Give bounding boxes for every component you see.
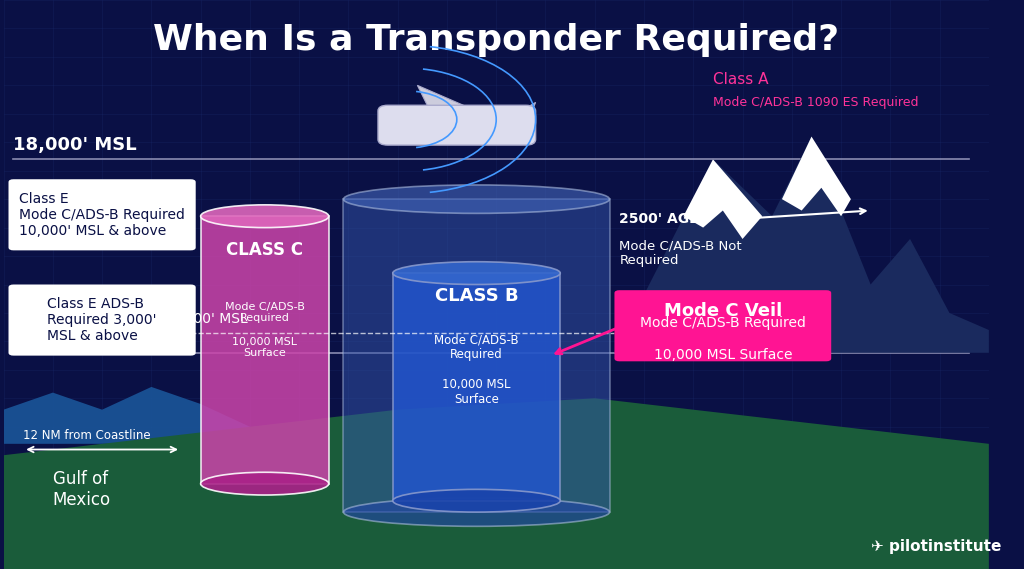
Ellipse shape — [393, 262, 560, 284]
FancyBboxPatch shape — [8, 284, 196, 356]
Ellipse shape — [343, 185, 609, 213]
Text: Mode C/ADS-B
Required

10,000 MSL
Surface: Mode C/ADS-B Required 10,000 MSL Surface — [224, 302, 304, 358]
FancyBboxPatch shape — [201, 216, 329, 484]
Text: Mode C/ADS-B 1090 ES Required: Mode C/ADS-B 1090 ES Required — [713, 96, 919, 109]
FancyBboxPatch shape — [378, 105, 536, 145]
Text: Mode C Veil: Mode C Veil — [664, 302, 782, 320]
Text: Gulf of
Mexico: Gulf of Mexico — [53, 470, 111, 509]
PathPatch shape — [683, 159, 762, 239]
PathPatch shape — [782, 137, 851, 216]
Text: Mode C/ADS-B Required

10,000 MSL Surface: Mode C/ADS-B Required 10,000 MSL Surface — [640, 316, 806, 362]
FancyBboxPatch shape — [343, 199, 609, 512]
Polygon shape — [506, 102, 536, 125]
Text: Class E ADS-B
Required 3,000'
MSL & above: Class E ADS-B Required 3,000' MSL & abov… — [47, 297, 157, 343]
Text: 18,000' MSL: 18,000' MSL — [13, 136, 137, 154]
Text: 2500' AGL: 2500' AGL — [620, 212, 698, 226]
Text: CLASS B: CLASS B — [435, 287, 518, 305]
Ellipse shape — [343, 498, 609, 526]
PathPatch shape — [3, 398, 989, 569]
FancyBboxPatch shape — [393, 273, 560, 501]
Text: Mode C/ADS-B
Required

10,000 MSL
Surface: Mode C/ADS-B Required 10,000 MSL Surface — [434, 333, 519, 406]
Text: 12 NM from Coastline: 12 NM from Coastline — [24, 429, 151, 442]
FancyBboxPatch shape — [8, 179, 196, 250]
PathPatch shape — [614, 137, 989, 353]
Text: Class E
Mode C/ADS-B Required
10,000' MSL & above: Class E Mode C/ADS-B Required 10,000' MS… — [19, 192, 185, 238]
Text: Class A: Class A — [713, 72, 768, 87]
Text: 2500' MSL: 2500' MSL — [176, 312, 248, 325]
Ellipse shape — [201, 472, 329, 495]
Text: ✈ pilotinstitute: ✈ pilotinstitute — [870, 539, 1001, 554]
Text: CLASS C: CLASS C — [226, 241, 303, 259]
Ellipse shape — [201, 205, 329, 228]
Ellipse shape — [393, 489, 560, 512]
Text: When Is a Transponder Required?: When Is a Transponder Required? — [154, 23, 840, 57]
Polygon shape — [418, 85, 497, 125]
Text: Mode C/ADS-B Not
Required: Mode C/ADS-B Not Required — [620, 239, 742, 267]
PathPatch shape — [3, 387, 280, 444]
FancyBboxPatch shape — [614, 290, 831, 361]
Text: 10,000' MSL: 10,000' MSL — [13, 329, 137, 348]
